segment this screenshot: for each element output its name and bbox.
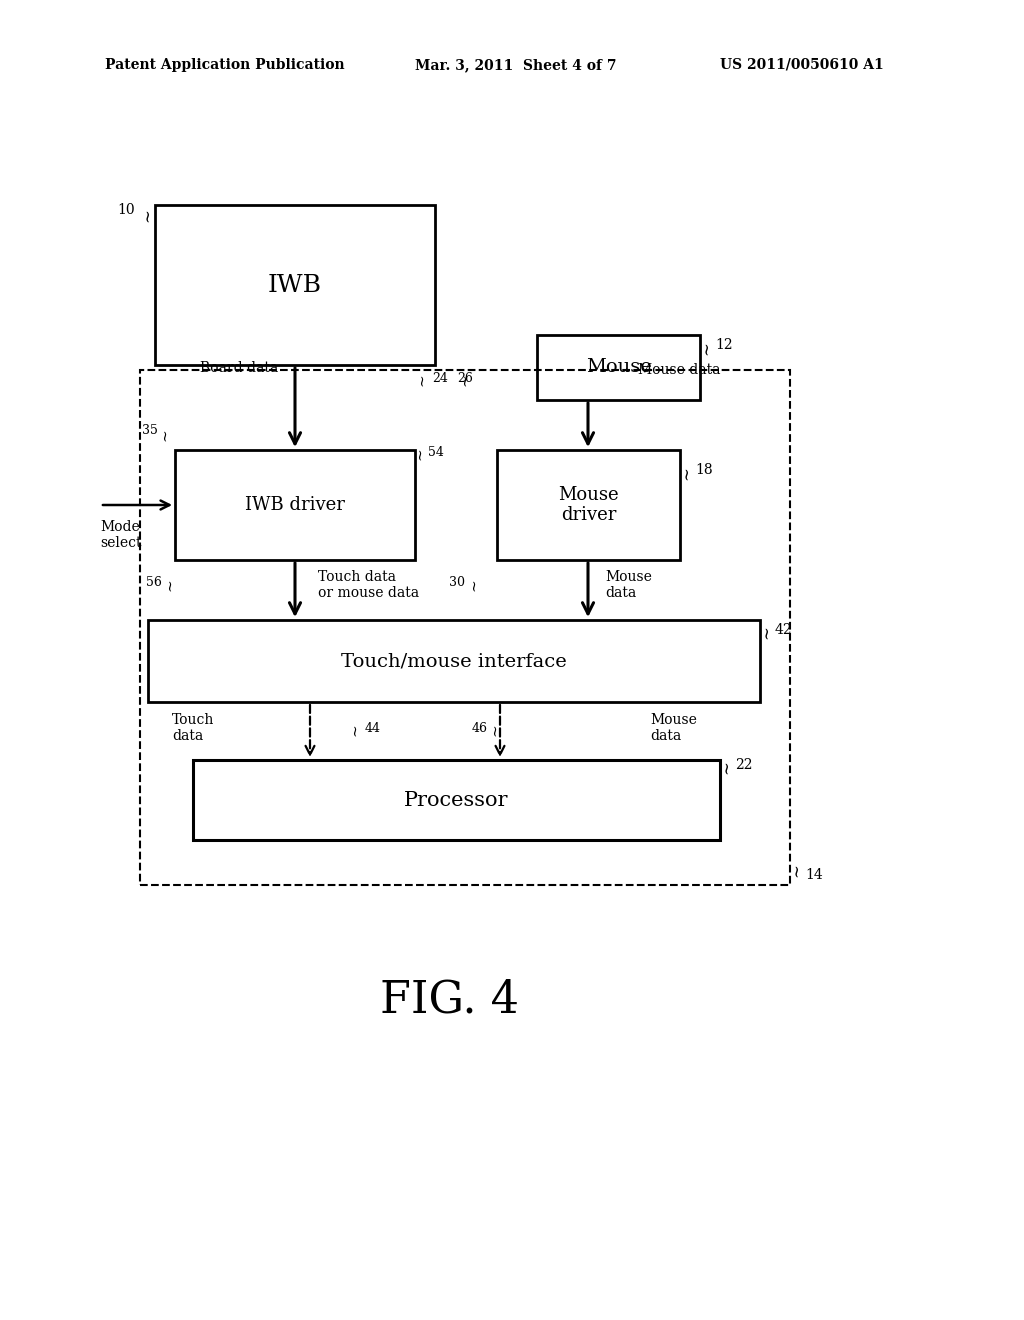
Text: ∼: ∼ xyxy=(488,723,502,737)
Text: ∼: ∼ xyxy=(788,863,806,876)
Text: IWB: IWB xyxy=(268,273,322,297)
Text: FIG. 4: FIG. 4 xyxy=(381,978,519,1022)
Text: Mouse
driver: Mouse driver xyxy=(558,486,618,524)
Text: ∼: ∼ xyxy=(467,578,481,591)
Text: 54: 54 xyxy=(428,446,443,458)
Text: US 2011/0050610 A1: US 2011/0050610 A1 xyxy=(720,58,884,73)
Bar xyxy=(497,450,680,560)
Text: Touch/mouse interface: Touch/mouse interface xyxy=(341,652,567,671)
Text: Mode
select: Mode select xyxy=(100,520,141,550)
Text: Board data: Board data xyxy=(200,360,279,375)
Text: 14: 14 xyxy=(805,869,822,882)
Text: ∼: ∼ xyxy=(415,374,429,387)
Text: Mouse: Mouse xyxy=(586,359,651,376)
Text: 10: 10 xyxy=(118,203,135,216)
Text: Touch data
or mouse data: Touch data or mouse data xyxy=(318,570,419,601)
Text: 35: 35 xyxy=(142,424,158,437)
Text: Touch
data: Touch data xyxy=(172,713,214,743)
Text: 22: 22 xyxy=(735,758,753,772)
Text: 44: 44 xyxy=(365,722,381,734)
Bar xyxy=(155,205,435,366)
Text: ∼: ∼ xyxy=(413,447,427,461)
Text: 18: 18 xyxy=(695,463,713,477)
Text: ∼: ∼ xyxy=(158,429,172,441)
Text: 56: 56 xyxy=(146,576,162,589)
Bar xyxy=(148,620,760,702)
Bar xyxy=(175,450,415,560)
Bar xyxy=(537,335,700,400)
Text: Mouse
data: Mouse data xyxy=(650,713,697,743)
Text: 26: 26 xyxy=(457,371,473,384)
Text: ∼: ∼ xyxy=(348,723,362,737)
Text: ∼: ∼ xyxy=(139,209,157,222)
Text: 42: 42 xyxy=(775,623,793,638)
Text: Processor: Processor xyxy=(404,791,509,809)
Bar xyxy=(140,370,790,884)
Text: Patent Application Publication: Patent Application Publication xyxy=(105,58,345,73)
Text: 12: 12 xyxy=(715,338,732,352)
Text: 46: 46 xyxy=(472,722,488,734)
Text: ∼: ∼ xyxy=(698,341,716,355)
Text: ∼: ∼ xyxy=(458,374,472,387)
Text: Mar. 3, 2011  Sheet 4 of 7: Mar. 3, 2011 Sheet 4 of 7 xyxy=(415,58,616,73)
Text: ∼: ∼ xyxy=(759,626,775,639)
Text: IWB driver: IWB driver xyxy=(245,496,345,513)
Text: ∼: ∼ xyxy=(163,578,177,591)
Text: ∼: ∼ xyxy=(679,466,695,480)
Text: Mouse data: Mouse data xyxy=(638,363,720,378)
Text: 24: 24 xyxy=(432,371,447,384)
Text: ∼: ∼ xyxy=(719,760,735,774)
Bar xyxy=(193,760,720,840)
Text: Mouse
data: Mouse data xyxy=(605,570,652,601)
Text: 30: 30 xyxy=(449,576,465,589)
